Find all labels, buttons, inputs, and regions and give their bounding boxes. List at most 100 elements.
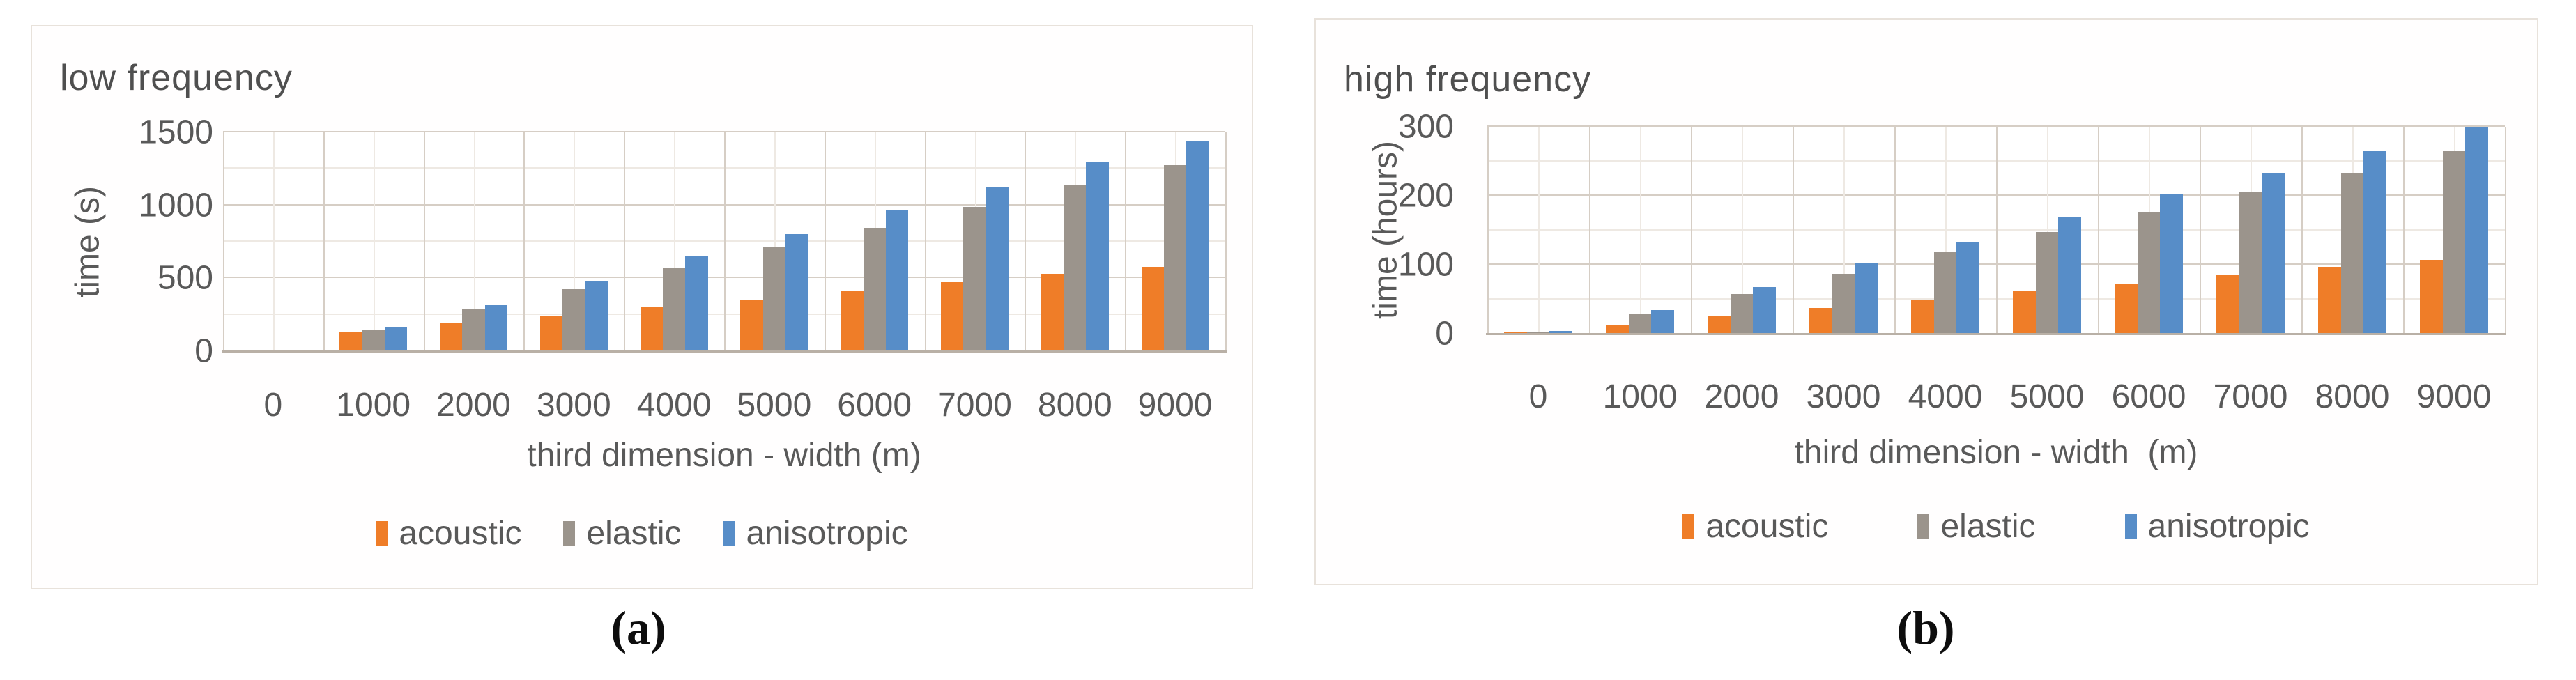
legend-item-anisotropic: anisotropic <box>723 514 908 552</box>
bar-elastic <box>2035 232 2059 334</box>
gridline-vertical <box>523 132 526 351</box>
bar-elastic <box>762 247 786 351</box>
y-axis-tick-labels: 0 500 1000 1500 <box>32 114 213 370</box>
legend-swatch-anisotropic <box>2124 513 2137 539</box>
bar-elastic <box>1933 252 1957 334</box>
x-tick-label: 2000 <box>436 387 511 424</box>
bar-acoustic <box>2317 266 2341 334</box>
bar-elastic <box>2340 173 2364 334</box>
y-tick-label: 500 <box>157 259 213 297</box>
bar-acoustic <box>740 300 763 351</box>
gridline-vertical-minor <box>1843 127 1845 334</box>
legend-item-acoustic: acoustic <box>1682 507 1828 546</box>
gridline-vertical <box>1589 127 1590 334</box>
gridline-vertical <box>1487 127 1489 334</box>
gridline-vertical-minor <box>1538 127 1540 334</box>
bar-acoustic <box>239 350 262 351</box>
x-tick-label: 8000 <box>2315 378 2390 415</box>
legend-item-elastic: elastic <box>563 514 682 552</box>
bar-elastic <box>2442 150 2466 334</box>
gridline-vertical <box>1996 127 1998 334</box>
bar-anisotropic <box>1855 263 1878 334</box>
bar-anisotropic <box>1549 331 1573 334</box>
x-axis-tick-labels: 0 1000 2000 3000 4000 5000 6000 7000 8000 9000 <box>223 386 1225 424</box>
bar-anisotropic <box>484 304 507 351</box>
bar-elastic <box>662 267 686 351</box>
bar-acoustic <box>2419 260 2443 334</box>
legend-swatch-elastic <box>1917 513 1930 539</box>
bar-anisotropic <box>1753 286 1777 334</box>
gridline-vertical-minor <box>373 132 375 351</box>
gridline-vertical <box>2301 127 2303 334</box>
bar-group-3000 <box>523 132 624 351</box>
bar-group-6000 <box>2098 127 2200 334</box>
gridline-vertical <box>624 132 626 351</box>
bar-anisotropic <box>2058 217 2082 334</box>
chart-title: low frequency <box>60 58 293 98</box>
bar-elastic <box>562 288 585 351</box>
bar-acoustic <box>439 323 463 351</box>
x-tick-label: 9000 <box>2416 378 2492 415</box>
gridline-vertical <box>323 132 325 351</box>
x-tick-label: 0 <box>1528 378 1548 415</box>
bar-anisotropic <box>2465 127 2489 334</box>
bar-group-0 <box>1487 127 1589 334</box>
bar-group-7000 <box>925 132 1025 351</box>
legend-item-elastic: elastic <box>1917 507 2036 546</box>
x-tick-label: 3000 <box>1806 378 1881 415</box>
gridline-vertical <box>724 132 726 351</box>
bar-acoustic <box>1041 274 1064 351</box>
bar-group-6000 <box>825 132 925 351</box>
gridline-vertical <box>1125 132 1127 351</box>
gridline-vertical-minor <box>574 132 576 351</box>
bar-acoustic <box>339 332 362 351</box>
gridline-vertical-minor <box>1945 127 1947 334</box>
bar-anisotropic <box>1956 242 1980 334</box>
bar-group-0 <box>223 132 323 351</box>
y-tick-label: 0 <box>194 332 213 370</box>
x-axis-title: third dimension - width (m) <box>527 437 921 474</box>
bar-group-5000 <box>724 132 825 351</box>
x-tick-label: 9000 <box>1137 387 1213 424</box>
x-tick-label: 4000 <box>1908 378 1983 415</box>
gridline-vertical-minor <box>273 132 275 351</box>
legend: acoustic elastic anisotropic <box>32 514 1252 552</box>
x-tick-label: 6000 <box>2111 378 2186 415</box>
gridline-vertical <box>1225 132 1227 351</box>
gridline-vertical <box>2098 127 2099 334</box>
legend-label: acoustic <box>399 515 522 552</box>
bar-anisotropic <box>384 327 408 351</box>
plot-area <box>1486 125 2506 335</box>
gridline-vertical <box>2505 127 2506 334</box>
legend-item-acoustic: acoustic <box>376 514 521 552</box>
bar-acoustic <box>1910 299 1934 334</box>
legend-swatch-acoustic <box>376 520 388 546</box>
bar-anisotropic <box>785 233 808 351</box>
bar-elastic <box>1730 293 1754 334</box>
bar-group-4000 <box>624 132 724 351</box>
legend-swatch-elastic <box>563 520 576 546</box>
x-tick-label: 3000 <box>536 387 611 424</box>
legend-swatch-anisotropic <box>723 520 735 546</box>
bar-anisotropic <box>1086 162 1109 351</box>
bar-anisotropic <box>2160 194 2184 334</box>
gridline-horizontal <box>223 131 1225 132</box>
bar-group-1000 <box>1589 127 1691 334</box>
x-tick-label: 0 <box>263 387 283 424</box>
bar-group-2000 <box>1691 127 1793 334</box>
gridline-vertical <box>1025 132 1027 351</box>
bar-group-4000 <box>1894 127 1996 334</box>
bar-acoustic <box>1809 308 1832 334</box>
bar-elastic <box>863 227 886 351</box>
bar-elastic <box>362 330 385 351</box>
bar-acoustic <box>1141 266 1164 351</box>
bar-elastic <box>1628 314 1652 334</box>
gridline-vertical <box>2403 127 2405 334</box>
gridline-vertical <box>1691 127 1692 334</box>
bar-acoustic <box>539 316 563 351</box>
gridline-vertical-minor <box>1640 127 1641 334</box>
gridline-vertical-minor <box>1742 127 1743 334</box>
bar-elastic <box>1832 273 1855 334</box>
bar-anisotropic <box>2262 173 2285 334</box>
bar-anisotropic <box>2363 150 2387 334</box>
